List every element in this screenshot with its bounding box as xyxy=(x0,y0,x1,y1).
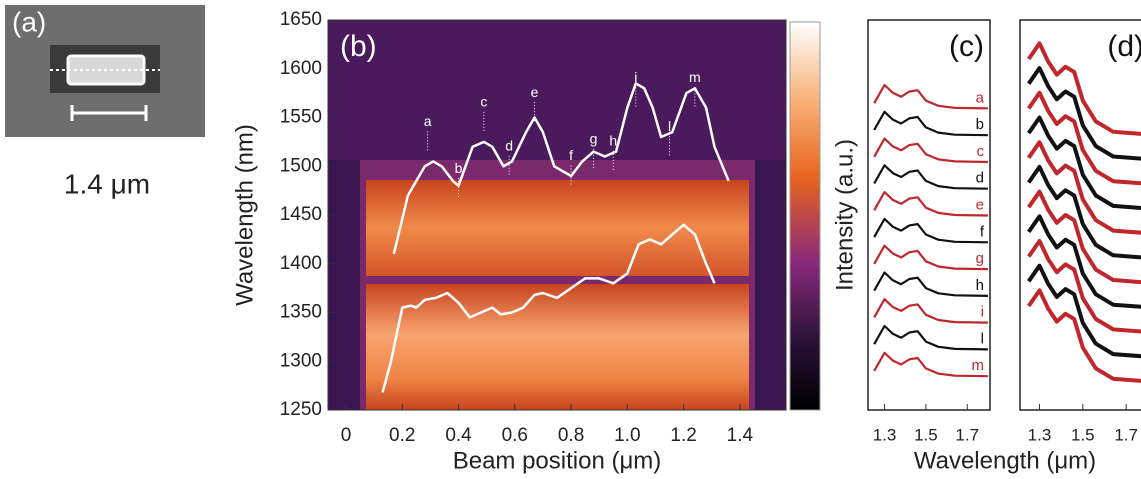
x-tick-label: 0.8 xyxy=(558,425,584,446)
curve-label: f xyxy=(980,223,985,240)
series-line xyxy=(1027,214,1141,309)
series-line xyxy=(1027,239,1141,334)
y-axis-label: Wavelength (nm) xyxy=(231,124,258,306)
x-tick-label: 0 xyxy=(341,425,352,446)
annotation: d xyxy=(505,137,513,153)
colorbar xyxy=(789,21,821,411)
annotation: b xyxy=(455,160,463,176)
series-line xyxy=(381,223,716,393)
y-tick-label: 1500 xyxy=(280,155,322,176)
annotation: a xyxy=(424,113,432,129)
x-tick-label: 1.4 xyxy=(727,425,754,446)
y-tick-label: 1250 xyxy=(280,399,322,420)
annotation: e xyxy=(531,84,539,100)
series-line xyxy=(1027,115,1141,210)
heatmap-band xyxy=(366,180,749,276)
curve-label: d xyxy=(976,170,984,187)
heatmap-band xyxy=(366,284,749,410)
x-tick-label: 1.3 xyxy=(873,425,897,444)
x-tick-label: 1.7 xyxy=(955,425,979,444)
y-tick-label: 1600 xyxy=(280,58,322,79)
heatmap xyxy=(328,20,786,410)
scale-label: 1.4 μm xyxy=(64,168,150,199)
series-line xyxy=(392,82,730,255)
y-tick-label: 1350 xyxy=(280,302,322,323)
annotation: m xyxy=(689,69,701,85)
series-line xyxy=(873,324,988,351)
curve-label: c xyxy=(977,143,985,160)
curve-label: l xyxy=(981,330,984,347)
series-line xyxy=(873,110,988,137)
panel-label: (c) xyxy=(949,30,984,63)
x-tick-label: 1.5 xyxy=(1071,425,1095,444)
series-line xyxy=(1027,189,1141,285)
series-line xyxy=(873,83,988,110)
y-tick-label: 1300 xyxy=(280,350,322,371)
x-tick-label: 1.5 xyxy=(914,425,938,444)
curve-label: h xyxy=(976,277,984,294)
y-tick-label: 1650 xyxy=(280,9,322,30)
x-tick-label: 1.2 xyxy=(670,425,696,446)
annotation: c xyxy=(480,94,487,110)
series-line xyxy=(1027,90,1141,186)
panel-label: (b) xyxy=(340,30,377,63)
curve-label: b xyxy=(976,116,984,133)
curve-label: i xyxy=(981,304,984,321)
series-line xyxy=(873,271,988,297)
series-line xyxy=(873,217,988,244)
annotation: f xyxy=(569,147,573,163)
series-line xyxy=(1027,164,1141,260)
x-tick-label: 0.4 xyxy=(445,425,472,446)
x-tick-label: 1.7 xyxy=(1114,425,1138,444)
series-line xyxy=(873,351,988,378)
plot-frame xyxy=(1019,19,1141,411)
y-tick-label: 1400 xyxy=(280,253,322,274)
annotation: g xyxy=(590,131,598,147)
series-line xyxy=(873,191,988,217)
x-tick-label: 0.6 xyxy=(502,425,528,446)
x-tick-label: 1.0 xyxy=(614,425,640,446)
series-line xyxy=(873,298,988,324)
y-tick-label: 1550 xyxy=(280,107,322,128)
series-line xyxy=(1027,66,1141,161)
curve-label: g xyxy=(976,250,984,267)
series-line xyxy=(1027,140,1141,235)
x-tick-label: 0.2 xyxy=(389,425,415,446)
panel-a: (a) 1.4 μm xyxy=(5,5,205,199)
curve-label: a xyxy=(976,89,985,106)
curve-label: e xyxy=(976,196,984,213)
series-line xyxy=(873,244,988,271)
series-line xyxy=(1027,263,1141,359)
curve-label: m xyxy=(972,357,985,374)
series-line xyxy=(1027,288,1141,383)
x-axis-label: Wavelength (μm) xyxy=(914,447,1096,474)
series-line xyxy=(873,137,988,164)
annotation: h xyxy=(609,133,617,149)
annotation: i xyxy=(634,69,637,85)
series-line xyxy=(1027,41,1141,136)
x-tick-label: 1.3 xyxy=(1028,425,1052,444)
panel-label: (a) xyxy=(12,6,46,37)
annotation: l xyxy=(668,118,671,134)
y-axis-label: Intensity (a.u.) xyxy=(831,139,858,291)
series-line xyxy=(873,164,988,190)
heatmap-bg xyxy=(328,20,786,160)
panel-label: (d) xyxy=(1107,30,1141,63)
y-tick-label: 1450 xyxy=(280,204,322,225)
plot-frame xyxy=(867,19,991,411)
x-axis-label: Beam position (μm) xyxy=(453,447,662,474)
